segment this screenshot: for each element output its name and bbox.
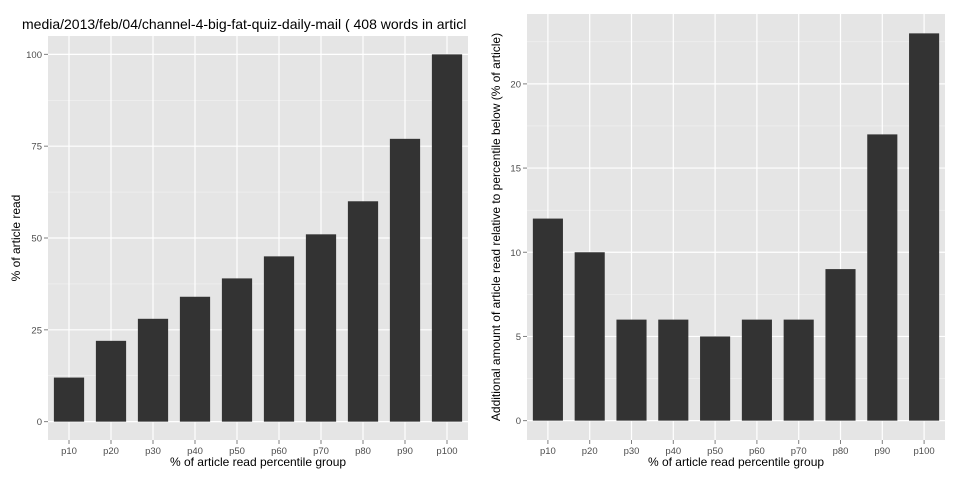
- x-tick-label: p80: [833, 446, 849, 457]
- x-tick-label: p70: [313, 446, 329, 457]
- bar-p10: [53, 377, 85, 422]
- x-tick-label: p10: [540, 446, 556, 457]
- x-tick-label: p50: [707, 446, 723, 457]
- x-tick-label: p60: [749, 446, 765, 457]
- bar-p60: [263, 256, 295, 422]
- y-tick-label: 50: [31, 234, 42, 245]
- bar-p80: [825, 269, 856, 421]
- bar-p90: [867, 134, 898, 421]
- y-tick-label: 15: [510, 164, 521, 175]
- bar-p70: [783, 319, 814, 421]
- bar-p70: [305, 234, 337, 422]
- y-tick-label: 25: [31, 325, 42, 336]
- x-tick-label: p80: [355, 446, 371, 457]
- y-tick-label: 0: [516, 416, 521, 427]
- y-axis-title: Additional amount of article read relati…: [489, 33, 503, 421]
- bar-p20: [574, 252, 605, 421]
- y-axis-title: % of article read: [9, 195, 23, 282]
- x-tick-label: p30: [145, 446, 161, 457]
- bar-p60: [741, 319, 772, 421]
- bar-p40: [179, 296, 211, 422]
- chart-title: media/2013/feb/04/channel-4-big-fat-quiz…: [22, 16, 466, 32]
- bar-p90: [389, 138, 421, 422]
- y-tick-label: 0: [37, 417, 42, 428]
- bar-p20: [95, 340, 127, 422]
- bar-p30: [616, 319, 647, 421]
- x-tick-label: p90: [874, 446, 890, 457]
- bar-p80: [347, 201, 379, 422]
- x-tick-label: p90: [397, 446, 413, 457]
- x-tick-label: p100: [436, 446, 457, 457]
- bar-p50: [700, 336, 731, 421]
- x-axis-title: % of article read percentile group: [170, 455, 346, 469]
- x-tick-label: p60: [271, 446, 287, 457]
- y-tick-label: 20: [510, 79, 521, 90]
- x-tick-label: p50: [229, 446, 245, 457]
- x-tick-label: p70: [791, 446, 807, 457]
- bar-p30: [137, 318, 169, 422]
- x-tick-label: p30: [624, 446, 640, 457]
- y-tick-label: 75: [31, 142, 42, 153]
- chart-right: 0 5 10 15 20 p10 p20 p30 p40 p50 p60 p70 p80 p90 p100%…: [489, 14, 945, 469]
- x-axis-title: % of article read percentile group: [648, 455, 824, 469]
- y-tick-label: 5: [516, 332, 521, 343]
- bar-p50: [221, 278, 253, 422]
- bar-p100: [909, 33, 940, 421]
- x-tick-label: p100: [914, 446, 935, 457]
- chart-left: 0 25 50 75 100 p10 p20 p30 p40 p50 p60 p70 p80 p90 p10…: [9, 36, 468, 469]
- x-tick-label: p10: [61, 446, 77, 457]
- bar-p40: [658, 319, 689, 421]
- x-tick-label: p20: [103, 446, 119, 457]
- x-tick-label: p20: [582, 446, 598, 457]
- bar-p100: [431, 54, 463, 422]
- y-tick-label: 100: [26, 50, 42, 61]
- x-tick-label: p40: [665, 446, 681, 457]
- y-tick-label: 10: [510, 248, 521, 259]
- x-tick-label: p40: [187, 446, 203, 457]
- bar-p10: [532, 218, 563, 421]
